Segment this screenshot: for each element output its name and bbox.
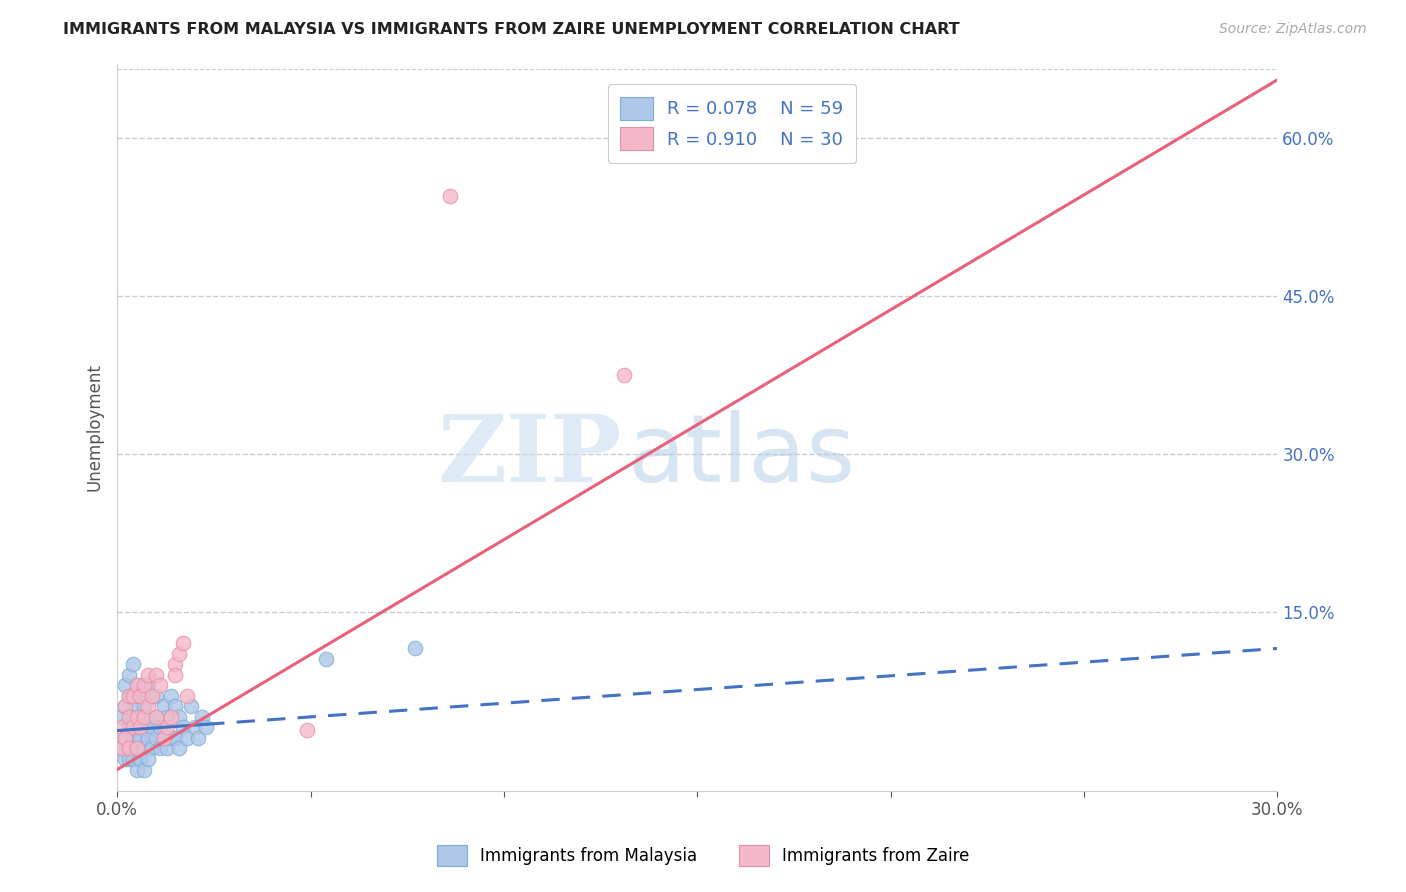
Text: atlas: atlas [627, 410, 856, 502]
Point [125, 710, 148, 724]
Point [110, 710, 132, 724]
Point [141, 689, 163, 703]
Point [114, 699, 136, 714]
Point [134, 710, 156, 724]
Point [125, 678, 148, 692]
Point [141, 720, 163, 734]
Point [160, 689, 183, 703]
Point [315, 652, 337, 666]
Point [110, 741, 132, 756]
Point [129, 689, 152, 703]
Point [125, 720, 148, 734]
Point [149, 741, 172, 756]
Point [129, 731, 152, 745]
Point [114, 752, 136, 766]
Point [136, 678, 159, 692]
Point [439, 188, 461, 202]
Y-axis label: Unemployment: Unemployment [86, 363, 103, 491]
Point [121, 731, 143, 745]
Point [134, 741, 156, 756]
Point [114, 678, 136, 692]
Point [129, 720, 152, 734]
Point [149, 720, 172, 734]
Point [176, 689, 198, 703]
Point [145, 689, 167, 703]
Point [165, 667, 187, 681]
Point [152, 731, 174, 745]
Point [145, 667, 167, 681]
Point [114, 699, 136, 714]
Text: ZIP: ZIP [437, 411, 621, 501]
Point [160, 731, 183, 745]
Point [121, 752, 143, 766]
Point [121, 710, 143, 724]
Point [118, 741, 141, 756]
Point [110, 741, 132, 756]
Point [110, 720, 132, 734]
Point [129, 710, 152, 724]
Point [172, 636, 194, 650]
Point [295, 723, 318, 737]
Point [136, 731, 159, 745]
Point [118, 667, 141, 681]
Point [129, 689, 152, 703]
Point [167, 647, 190, 661]
Point [404, 641, 426, 656]
Point [121, 689, 143, 703]
Point [118, 720, 141, 734]
Point [134, 763, 156, 777]
Point [141, 741, 163, 756]
Point [136, 710, 159, 724]
Point [180, 699, 202, 714]
Point [152, 699, 174, 714]
Text: Source: ZipAtlas.com: Source: ZipAtlas.com [1219, 22, 1367, 37]
Point [114, 731, 136, 745]
Point [129, 752, 152, 766]
Point [156, 720, 179, 734]
Point [156, 741, 179, 756]
Point [118, 689, 141, 703]
Point [114, 731, 136, 745]
Point [149, 678, 172, 692]
Point [136, 667, 159, 681]
Point [136, 752, 159, 766]
Point [191, 710, 214, 724]
Point [156, 710, 179, 724]
Point [118, 710, 141, 724]
Point [167, 741, 190, 756]
Point [136, 699, 159, 714]
Point [145, 731, 167, 745]
Point [183, 720, 205, 734]
Point [121, 657, 143, 672]
Point [118, 689, 141, 703]
Point [167, 710, 190, 724]
Point [165, 699, 187, 714]
Point [134, 678, 156, 692]
Text: IMMIGRANTS FROM MALAYSIA VS IMMIGRANTS FROM ZAIRE UNEMPLOYMENT CORRELATION CHART: IMMIGRANTS FROM MALAYSIA VS IMMIGRANTS F… [63, 22, 960, 37]
Point [613, 368, 636, 382]
Point [121, 720, 143, 734]
Point [165, 731, 187, 745]
Point [160, 710, 183, 724]
Point [118, 752, 141, 766]
Point [145, 710, 167, 724]
Point [125, 741, 148, 756]
Point [134, 720, 156, 734]
Point [125, 763, 148, 777]
Point [134, 699, 156, 714]
Point [195, 720, 218, 734]
Point [145, 710, 167, 724]
Point [121, 689, 143, 703]
Legend: R = 0.078    N = 59, R = 0.910    N = 30: R = 0.078 N = 59, R = 0.910 N = 30 [607, 84, 856, 163]
Point [165, 657, 187, 672]
Point [125, 699, 148, 714]
Point [125, 678, 148, 692]
Point [118, 741, 141, 756]
Point [152, 731, 174, 745]
Point [176, 731, 198, 745]
Point [172, 720, 194, 734]
Point [187, 731, 209, 745]
Legend: Immigrants from Malaysia, Immigrants from Zaire: Immigrants from Malaysia, Immigrants fro… [430, 838, 976, 873]
Point [125, 741, 148, 756]
